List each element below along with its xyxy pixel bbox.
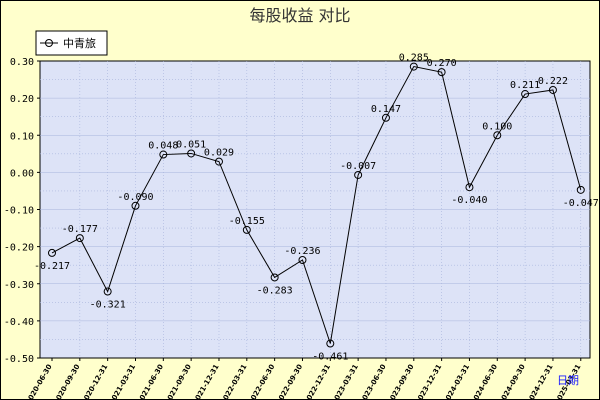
data-label: -0.177 [62, 224, 98, 235]
y-tick-label: 0.00 [10, 168, 34, 179]
x-tick-label: 2021-06-30 [136, 363, 165, 400]
data-label: -0.090 [117, 192, 153, 203]
data-point [103, 287, 112, 296]
data-point [381, 113, 390, 122]
data-label: 0.029 [204, 148, 234, 159]
x-tick-label: 2021-03-31 [108, 363, 137, 400]
x-tick-label: 2022-06-30 [247, 363, 276, 400]
data-label: -0.047 [563, 198, 599, 209]
x-tick-label: 2023-09-30 [386, 363, 415, 400]
y-tick-label: -0.20 [4, 243, 34, 254]
data-point [131, 201, 140, 210]
x-tick-label: 2023-03-31 [331, 363, 360, 400]
y-tick-label: 0.20 [10, 94, 34, 105]
x-tick-label: 2022-12-31 [303, 363, 332, 400]
data-point [298, 255, 307, 264]
data-label: 0.048 [148, 141, 178, 152]
data-point [214, 157, 223, 166]
y-tick-label: 0.10 [10, 131, 34, 142]
data-point [354, 170, 363, 179]
data-label: 0.147 [371, 104, 401, 115]
data-label: 0.285 [399, 53, 429, 64]
data-point [409, 62, 418, 71]
y-tick-label: -0.30 [4, 280, 34, 291]
legend: 中青旅 [35, 30, 108, 56]
x-tick-label: 2021-12-31 [191, 363, 220, 400]
x-tick-label: 2022-09-30 [275, 363, 304, 400]
data-label: 0.270 [427, 58, 457, 69]
data-point [159, 150, 168, 159]
data-label: -0.217 [34, 261, 70, 272]
x-tick-label: 2020-06-30 [24, 363, 53, 400]
y-tick-label: -0.10 [4, 206, 34, 217]
y-tick-label: -0.50 [4, 354, 34, 365]
data-point [465, 183, 474, 192]
chart-title: 每股收益 对比 [249, 6, 350, 25]
data-label: 0.051 [176, 139, 206, 150]
data-point [75, 234, 84, 243]
data-label: -0.236 [284, 246, 320, 257]
data-label: -0.283 [257, 285, 293, 296]
x-tick-label: 2024-12-31 [525, 363, 554, 400]
data-label: 0.100 [482, 121, 512, 132]
legend-series-name: 中青旅 [63, 36, 96, 50]
data-label: 0.211 [510, 80, 540, 91]
x-tick-label: 2024-03-31 [442, 363, 471, 400]
x-tick-label: 2024-06-30 [470, 363, 499, 400]
data-point [326, 339, 335, 348]
data-point [548, 85, 557, 94]
x-axis-label: 日期 [557, 374, 579, 387]
x-tick-label: 2021-09-30 [164, 363, 193, 400]
y-tick-label: 0.30 [10, 57, 34, 68]
data-point [187, 149, 196, 158]
data-point [270, 273, 279, 282]
x-tick-label: 2020-09-30 [52, 363, 81, 400]
series-line [51, 66, 582, 344]
legend-box [35, 30, 108, 56]
data-point [521, 90, 530, 99]
x-tick-label: 2020-12-31 [80, 363, 109, 400]
legend-circle-marker [45, 39, 53, 47]
x-tick-label: 2024-09-30 [498, 363, 527, 400]
data-label: -0.321 [90, 300, 126, 311]
data-point [242, 225, 251, 234]
data-label: 0.222 [538, 76, 568, 87]
data-point [576, 185, 585, 194]
y-tick-label: -0.40 [4, 317, 34, 328]
data-point [48, 248, 56, 257]
data-point [493, 131, 502, 140]
data-label: -0.007 [340, 161, 376, 172]
data-label: -0.155 [229, 216, 265, 227]
data-label: -0.461 [312, 352, 348, 363]
x-tick-label: 2023-12-31 [414, 363, 443, 400]
x-tick-label: 2022-03-31 [219, 363, 248, 400]
data-label: -0.040 [451, 195, 487, 206]
data-point [437, 68, 446, 77]
x-tick-label: 2023-06-30 [358, 363, 387, 400]
